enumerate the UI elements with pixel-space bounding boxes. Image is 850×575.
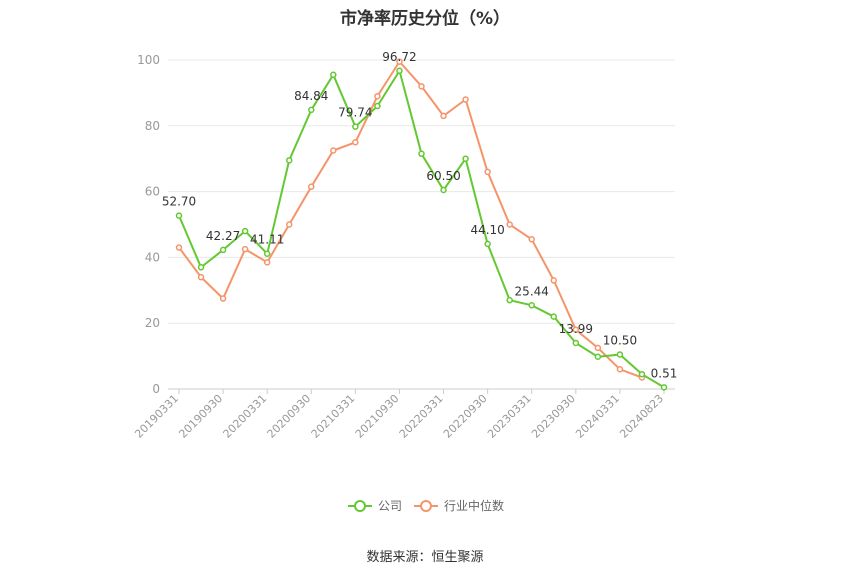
x-tick-label: 20190930 [176,392,225,441]
series-point-0 [241,227,249,235]
legend-label: 行业中位数 [444,498,504,513]
series-point-0 [374,102,381,110]
series-point-1 [330,147,337,154]
series-point-0 [418,150,425,158]
series-point-1 [418,83,425,90]
series-point-0 [396,67,403,75]
series-line-1 [178,59,643,379]
series-point-1 [616,366,624,373]
y-tick-label: 0 [152,382,160,396]
series-point-0 [484,240,491,248]
series-point-0 [219,246,227,254]
data-label: 60.50 [426,169,460,183]
series-point-1 [219,295,227,302]
legend-swatch-marker [354,500,366,512]
x-tick-label: 20200930 [265,392,314,441]
x-tick-label: 20240331 [573,392,622,441]
x-tick-label: 20190331 [132,392,181,441]
x-tick-label: 20220930 [441,392,490,441]
series-point-1 [484,168,491,176]
data-label: 0.51 [651,366,678,380]
y-tick-label: 80 [145,119,160,133]
series-point-0 [572,339,580,347]
series-point-0 [263,250,271,257]
series-point-1 [175,244,183,251]
series-point-0 [175,212,183,219]
series-point-1 [263,259,271,266]
series-point-1 [241,245,249,253]
data-label: 84.84 [294,89,328,103]
series-point-0 [638,370,646,378]
data-source: 数据来源：恒生聚源 [366,550,484,565]
series-point-0 [197,264,205,271]
series-point-0 [308,106,315,114]
series-point-1 [352,139,359,146]
series-line-0 [178,68,665,389]
data-label: 25.44 [515,284,549,298]
series-point-0 [594,353,602,361]
series-point-0 [285,157,293,164]
series-point-1 [572,326,580,334]
series-point-1 [396,58,403,65]
x-tick-label: 20210930 [353,392,402,441]
series-point-1 [550,277,558,284]
series-point-1 [506,221,513,228]
data-label: 79.74 [338,106,372,120]
series-point-0 [550,313,558,320]
y-tick-label: 60 [145,185,160,199]
series-point-0 [352,123,359,130]
series-point-1 [197,273,205,281]
legend-label: 公司 [378,499,402,513]
x-tick-label: 20230331 [485,392,534,441]
y-tick-label: 100 [137,53,160,67]
data-label: 42.27 [206,229,240,243]
series-point-1 [528,236,535,243]
series-point-1 [285,221,293,228]
x-tick-label: 20220331 [397,392,446,441]
series-point-1 [440,112,447,120]
series-point-0 [440,186,447,194]
y-tick-label: 20 [145,316,160,330]
series-point-0 [330,71,337,79]
chart-title: 市净率历史分位（%） [339,9,511,29]
series-point-0 [660,384,668,391]
x-tick-label: 20230930 [529,392,578,441]
x-tick-label: 20200331 [221,392,270,441]
y-tick-label: 40 [145,250,160,264]
series-point-1 [374,92,381,100]
x-tick-label: 20240823 [617,392,666,441]
series-point-1 [462,96,469,103]
x-tick-label: 20210331 [309,392,358,441]
data-label: 41.11 [250,233,284,247]
data-label: 52.70 [162,195,196,209]
series-point-1 [308,183,315,190]
data-label: 10.50 [603,333,637,347]
data-label: 44.10 [470,223,504,237]
series-point-0 [462,155,469,162]
data-label: 13.99 [559,322,593,336]
series-point-1 [594,344,602,352]
data-label: 96.72 [382,50,416,64]
series-point-0 [528,302,535,309]
series-point-0 [506,296,513,304]
series-point-0 [616,351,624,358]
legend-swatch-marker [420,500,432,512]
